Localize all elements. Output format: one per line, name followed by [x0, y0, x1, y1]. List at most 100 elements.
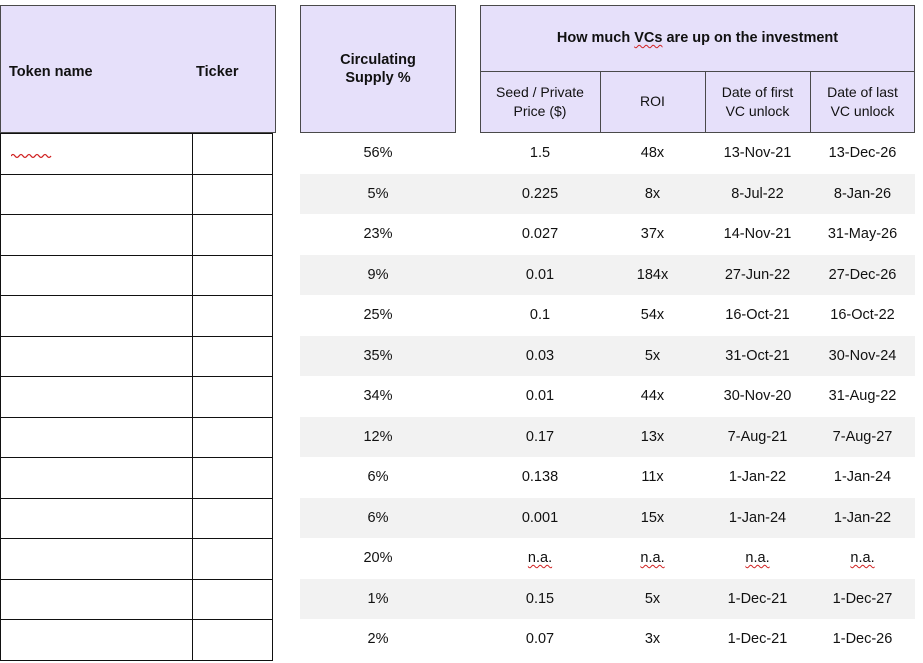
ticker-cell[interactable]	[192, 214, 273, 256]
ticker-cell[interactable]	[192, 336, 273, 378]
cell-seed-price[interactable]: 0.15	[525, 591, 555, 607]
token-name-cell[interactable]	[0, 579, 193, 621]
token-name-cell[interactable]	[0, 538, 193, 580]
header-last-line2: VC unlock	[830, 103, 895, 119]
ticker-cell[interactable]	[192, 417, 273, 459]
cell-roi[interactable]: 48x	[640, 145, 665, 161]
cell-seed-price[interactable]: 0.17	[525, 429, 555, 445]
cell-first-unlock[interactable]: 14-Nov-21	[723, 226, 792, 242]
cell-supply[interactable]: 23%	[363, 226, 393, 242]
cell-roi[interactable]: 3x	[644, 631, 661, 647]
ticker-cell[interactable]	[192, 255, 273, 297]
cell-roi[interactable]: 54x	[640, 307, 665, 323]
cell-supply[interactable]: 25%	[363, 307, 393, 323]
cell-last-unlock[interactable]: n.a.	[810, 538, 915, 578]
na-value: n.a.	[640, 550, 665, 566]
cell-first-unlock[interactable]: 7-Aug-21	[727, 429, 788, 445]
cell-last-unlock[interactable]: 1-Jan-24	[833, 469, 892, 485]
cell-last-unlock[interactable]: 30-Nov-24	[828, 348, 897, 364]
cell-first-unlock[interactable]: 1-Dec-21	[727, 591, 788, 607]
cell-roi[interactable]: 8x	[644, 186, 661, 202]
cell-first-unlock[interactable]: 8-Jul-22	[731, 186, 784, 202]
cell-roi[interactable]: 37x	[640, 226, 665, 242]
token-name-cell[interactable]	[0, 498, 193, 540]
token-name-cell[interactable]	[0, 295, 193, 337]
header-circulating-line2: Supply %	[345, 70, 411, 86]
cell-roi[interactable]: 15x	[640, 510, 665, 526]
cell-last-unlock[interactable]: 31-Aug-22	[828, 388, 897, 404]
cell-roi[interactable]: n.a.	[600, 538, 705, 578]
cell-first-unlock[interactable]: 16-Oct-21	[725, 307, 790, 323]
cell-seed-price[interactable]: 1.5	[529, 145, 551, 161]
cell-seed-price[interactable]: n.a.	[480, 538, 600, 578]
cell-supply[interactable]: 34%	[363, 388, 393, 404]
ticker-cell[interactable]	[192, 538, 273, 580]
ticker-cell[interactable]	[192, 619, 273, 661]
cell-last-unlock[interactable]: 1-Dec-26	[832, 631, 893, 647]
cell-first-unlock[interactable]: 1-Jan-24	[728, 510, 787, 526]
cell-roi[interactable]: 184x	[636, 267, 669, 283]
cell-seed-price[interactable]: 0.07	[525, 631, 555, 647]
cell-first-unlock[interactable]: 1-Jan-22	[728, 469, 787, 485]
ticker-cell[interactable]	[192, 457, 273, 499]
cell-first-unlock[interactable]: n.a.	[705, 538, 810, 578]
row-band	[300, 336, 915, 376]
cell-last-unlock[interactable]: 13-Dec-26	[828, 145, 897, 161]
cell-supply[interactable]: 56%	[363, 145, 393, 161]
ticker-cell[interactable]	[192, 295, 273, 337]
cell-last-unlock[interactable]: 1-Jan-22	[833, 510, 892, 526]
cell-seed-price[interactable]: 0.03	[525, 348, 555, 364]
ticker-cell[interactable]	[192, 579, 273, 621]
cell-supply[interactable]: 1%	[367, 591, 389, 607]
cell-first-unlock[interactable]: 31-Oct-21	[725, 348, 790, 364]
cell-supply[interactable]: 35%	[363, 348, 393, 364]
cell-first-unlock[interactable]: 27-Jun-22	[724, 267, 791, 283]
cell-roi[interactable]: 11x	[641, 469, 664, 485]
header-circulating-line1: Circulating	[340, 52, 416, 68]
cell-first-unlock[interactable]: 1-Dec-21	[727, 631, 788, 647]
cell-seed-price[interactable]: 0.001	[521, 510, 559, 526]
cell-roi[interactable]: 13x	[640, 429, 665, 445]
cell-supply[interactable]: 5%	[367, 186, 389, 202]
header-seed-line2: Price ($)	[513, 103, 567, 119]
header-first-line2: VC unlock	[725, 103, 790, 119]
token-name-cell[interactable]	[0, 457, 193, 499]
cell-roi[interactable]: 44x	[640, 388, 665, 404]
cell-seed-price[interactable]: 0.225	[521, 186, 559, 202]
ticker-cell[interactable]	[192, 376, 273, 418]
cell-last-unlock[interactable]: 31-May-26	[827, 226, 898, 242]
group-title-post: are up on the investment	[662, 30, 839, 46]
header-circulating-supply	[300, 5, 456, 133]
cell-seed-price[interactable]: 0.1	[529, 307, 551, 323]
token-name-cell[interactable]	[0, 174, 193, 216]
cell-seed-price[interactable]: 0.01	[525, 267, 555, 283]
cell-last-unlock[interactable]: 27-Dec-26	[828, 267, 897, 283]
token-name-cell[interactable]	[0, 255, 193, 297]
cell-roi[interactable]: 5x	[644, 348, 661, 364]
cell-last-unlock[interactable]: 1-Dec-27	[832, 591, 893, 607]
cell-supply[interactable]: 2%	[367, 631, 389, 647]
cell-roi[interactable]: 5x	[644, 591, 661, 607]
token-name-cell[interactable]	[0, 619, 193, 661]
ticker-cell[interactable]	[192, 174, 273, 216]
ticker-cell[interactable]	[192, 133, 273, 175]
cell-seed-price[interactable]: 0.027	[521, 226, 559, 242]
cell-seed-price[interactable]: 0.01	[525, 388, 555, 404]
cell-last-unlock[interactable]: 7-Aug-27	[832, 429, 893, 445]
token-name-cell[interactable]	[0, 336, 193, 378]
cell-supply[interactable]: 6%	[367, 469, 389, 485]
cell-seed-price[interactable]: 0.138	[521, 469, 559, 485]
ticker-cell[interactable]	[192, 498, 273, 540]
cell-last-unlock[interactable]: 16-Oct-22	[830, 307, 895, 323]
vc-subdivider-1	[600, 71, 601, 133]
cell-supply[interactable]: 9%	[367, 267, 389, 283]
token-name-cell[interactable]	[0, 417, 193, 459]
cell-supply[interactable]: 12%	[363, 429, 393, 445]
cell-first-unlock[interactable]: 30-Nov-20	[723, 388, 792, 404]
token-name-cell[interactable]	[0, 376, 193, 418]
cell-last-unlock[interactable]: 8-Jan-26	[833, 186, 892, 202]
cell-supply[interactable]: 20%	[363, 550, 393, 566]
cell-supply[interactable]: 6%	[367, 510, 389, 526]
token-name-cell[interactable]	[0, 214, 193, 256]
cell-first-unlock[interactable]: 13-Nov-21	[723, 145, 792, 161]
